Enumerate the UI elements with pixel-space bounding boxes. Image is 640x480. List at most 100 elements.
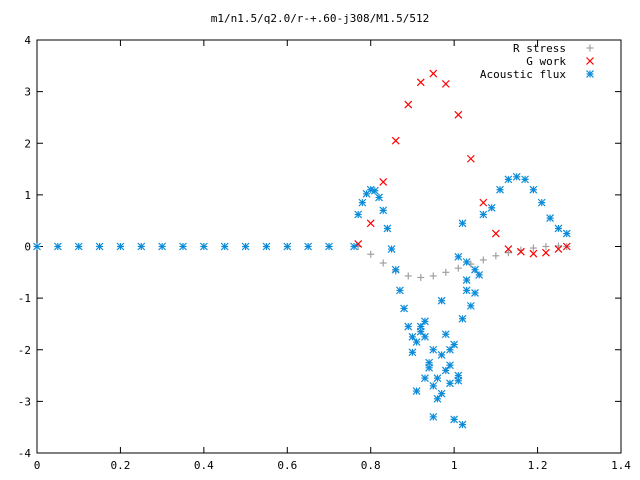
data-point xyxy=(458,314,467,323)
data-point xyxy=(137,242,146,251)
data-point xyxy=(529,244,537,252)
y-tick-label: -2 xyxy=(18,344,31,357)
data-point xyxy=(379,178,388,186)
x-tick-label: 0.2 xyxy=(110,459,130,472)
data-point xyxy=(395,286,404,295)
data-point xyxy=(437,389,446,398)
data-point xyxy=(404,272,412,280)
data-point xyxy=(454,371,463,380)
data-point xyxy=(441,330,450,339)
data-point xyxy=(391,265,400,274)
data-point xyxy=(471,289,479,297)
data-point xyxy=(496,185,504,194)
data-point xyxy=(542,243,550,250)
data-point xyxy=(379,259,387,267)
data-point xyxy=(33,242,41,251)
data-point xyxy=(408,332,417,341)
data-point xyxy=(304,242,313,251)
data-point xyxy=(158,242,167,251)
data-point xyxy=(367,250,375,258)
data-point xyxy=(442,268,450,276)
data-point xyxy=(283,242,292,251)
x-tick-label: 0.6 xyxy=(277,459,297,472)
x-tick-label: 1.4 xyxy=(611,459,631,472)
data-point xyxy=(416,78,425,87)
data-point xyxy=(383,224,392,233)
data-point xyxy=(462,276,471,284)
data-point xyxy=(462,258,471,266)
y-tick-label: 4 xyxy=(24,34,31,47)
data-point xyxy=(433,374,442,383)
data-point xyxy=(262,242,271,251)
series-0 xyxy=(354,242,571,281)
y-tick-label: 3 xyxy=(24,86,31,99)
data-point xyxy=(529,249,538,258)
data-point xyxy=(95,242,104,251)
data-point xyxy=(479,198,488,207)
y-tick-label: -4 xyxy=(18,447,32,460)
data-point xyxy=(466,154,475,163)
data-point xyxy=(562,242,571,251)
data-point xyxy=(492,252,500,260)
data-point xyxy=(529,185,538,194)
data-point xyxy=(512,172,521,181)
data-point xyxy=(537,198,546,207)
data-point xyxy=(454,264,462,272)
data-point xyxy=(408,348,417,357)
data-point xyxy=(517,246,525,254)
data-point xyxy=(516,247,525,256)
data-marks xyxy=(33,69,571,429)
data-point xyxy=(450,415,459,424)
y-tick-label: 2 xyxy=(24,137,31,150)
y-tick-label: -1 xyxy=(18,292,31,305)
data-point xyxy=(479,256,487,264)
data-point xyxy=(466,301,475,310)
data-point xyxy=(441,79,450,88)
x-tick-label: 1.2 xyxy=(528,459,548,472)
data-point xyxy=(471,265,479,274)
data-point xyxy=(325,242,333,251)
data-point xyxy=(241,242,250,251)
chart-title: m1/n1.5/q2.0/r-+.60-j308/M1.5/512 xyxy=(211,12,430,25)
x-tick-label: 1 xyxy=(451,459,458,472)
data-point xyxy=(562,229,571,238)
data-point xyxy=(404,100,413,109)
data-point xyxy=(504,245,513,254)
data-point xyxy=(475,270,484,279)
data-point xyxy=(421,332,429,341)
data-point xyxy=(74,242,83,251)
axis-ticks: 0 0.2 0.4 0.6 0.8 1 1.2 1.4 4 3 2 1 0 -1 -2 -3 -4 xyxy=(18,34,632,472)
x-tick-label: 0.8 xyxy=(361,459,381,472)
data-point xyxy=(429,381,438,390)
data-point xyxy=(429,272,437,280)
data-point xyxy=(479,210,488,219)
data-point xyxy=(387,245,396,254)
data-point xyxy=(179,242,187,251)
series-1 xyxy=(354,69,571,258)
legend-marker xyxy=(586,70,594,78)
y-tick-label: -3 xyxy=(18,395,31,408)
legend-marker xyxy=(586,44,594,52)
data-point xyxy=(421,317,429,326)
data-point xyxy=(370,186,379,195)
data-point xyxy=(429,345,438,354)
data-point xyxy=(421,374,429,383)
data-point xyxy=(541,248,550,257)
data-point xyxy=(429,412,438,421)
data-point xyxy=(404,322,413,331)
data-point xyxy=(416,322,425,331)
data-point xyxy=(417,273,425,281)
data-point xyxy=(446,345,454,354)
legend-label: Acoustic flux xyxy=(480,68,566,81)
data-point xyxy=(354,210,363,219)
legend-label: G work xyxy=(526,55,566,68)
data-point xyxy=(454,110,463,119)
data-point xyxy=(446,361,454,370)
data-point xyxy=(53,242,62,251)
data-point xyxy=(412,387,421,395)
data-point xyxy=(441,366,450,375)
data-point xyxy=(350,242,358,251)
data-point xyxy=(458,219,467,228)
data-point xyxy=(220,242,229,251)
